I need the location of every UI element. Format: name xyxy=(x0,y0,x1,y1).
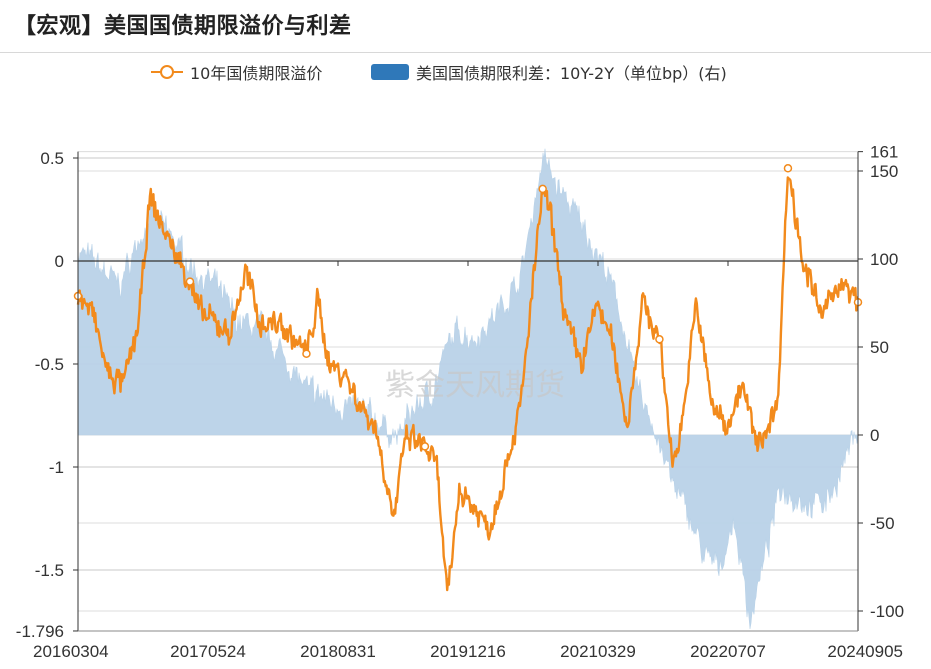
right-tick-label-6: -100 xyxy=(870,602,904,621)
left-tick-label-2: -0.5 xyxy=(35,355,64,374)
right-tick-label-4: 0 xyxy=(870,426,879,445)
title-divider xyxy=(0,52,931,53)
line-marker-icon xyxy=(151,65,183,79)
line-marker-6 xyxy=(783,164,793,173)
left-tick-label-3: -1 xyxy=(49,458,64,477)
right-tick-label-5: -50 xyxy=(870,514,895,533)
right-tick-label-1: 150 xyxy=(870,162,898,181)
x-tick-label-0: 20160304 xyxy=(33,642,109,661)
x-tick-label-4: 20210329 xyxy=(560,642,636,661)
line-marker-2 xyxy=(302,349,311,358)
line-marker-3 xyxy=(420,442,430,451)
x-tick-label-5: 20220707 xyxy=(690,642,766,661)
left-tick-label-1: 0 xyxy=(55,252,64,271)
chart-legend: 10年国债期限溢价 美国国债期限利差：10Y-2Y（单位bp）(右) xyxy=(0,60,931,86)
line-marker-4 xyxy=(538,184,547,194)
legend-area-label: 美国国债期限利差：10Y-2Y（单位bp）(右) xyxy=(416,64,727,83)
left-tick-label-4: -1.5 xyxy=(35,561,64,580)
term-premium-line xyxy=(76,176,860,592)
left-tick-label-5: -1.796 xyxy=(16,622,64,641)
x-tick-label-6: 20240905 xyxy=(827,642,903,661)
left-axis-ticks: 0.5 0 -0.5 -1 -1.5 -1.796 xyxy=(16,149,78,641)
right-tick-label-2: 100 xyxy=(870,250,898,269)
line-marker-5 xyxy=(655,335,664,344)
area-swatch-icon xyxy=(371,64,409,80)
spread-area-layer xyxy=(77,148,859,630)
line-marker-1 xyxy=(185,277,195,286)
watermark: 紫金天风期货 xyxy=(385,368,565,403)
left-tick-label-0: 0.5 xyxy=(40,149,64,168)
legend-line-dot xyxy=(160,65,174,79)
legend-line-label: 10年国债期限溢价 xyxy=(190,64,323,83)
right-tick-label-3: 50 xyxy=(870,338,889,357)
x-tick-label-3: 20191216 xyxy=(430,642,506,661)
page-title: 【宏观】美国国债期限溢价与利差 xyxy=(14,14,352,39)
legend-area-swatch xyxy=(371,64,409,80)
x-tick-label-2: 20180831 xyxy=(300,642,376,661)
legend-item-spread[interactable]: 美国国债期限利差：10Y-2Y（单位bp）(右) xyxy=(370,60,727,84)
right-tick-label-0: 161 xyxy=(870,143,898,162)
x-tick-label-1: 20170524 xyxy=(170,642,246,661)
legend-item-term-premium[interactable]: 10年国债期限溢价 xyxy=(150,60,322,84)
spread-area xyxy=(77,148,859,630)
x-axis-ticks: 20160304 20170524 20180831 20191216 20210329… xyxy=(33,261,903,661)
